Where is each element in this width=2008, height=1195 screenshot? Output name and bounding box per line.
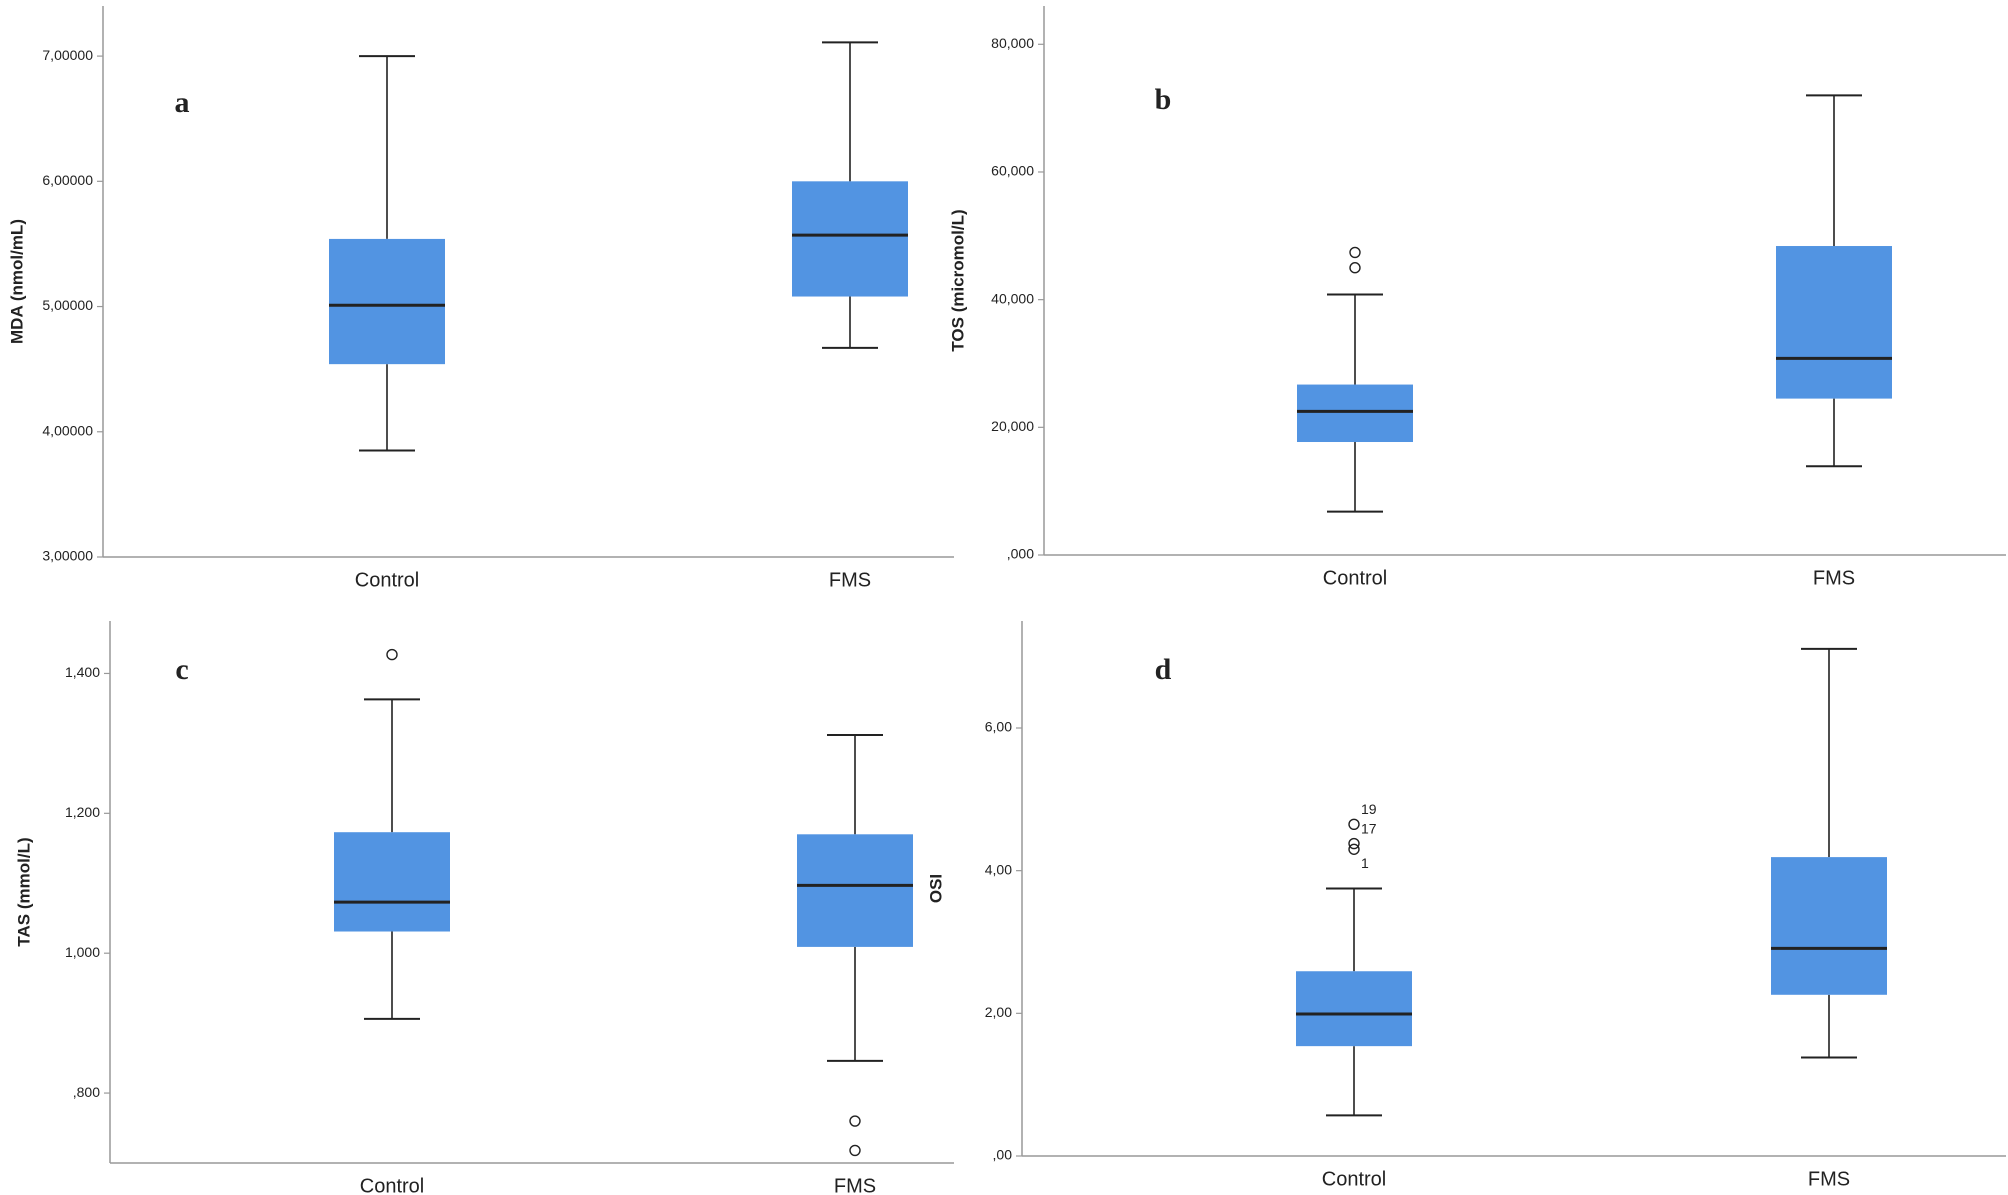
outlier-label: 17 [1361, 820, 1377, 836]
outlier-label: 19 [1361, 801, 1377, 817]
box [329, 238, 445, 365]
y-axis-label: TAS (mmol/L) [14, 837, 33, 946]
box [1296, 971, 1412, 1047]
y-tick-label: 60,000 [991, 163, 1034, 179]
panel-label: a [175, 86, 190, 119]
outlier [1348, 843, 1360, 855]
y-tick-label: ,00 [993, 1147, 1013, 1163]
x-tick-label: FMS [1808, 1168, 1850, 1190]
y-tick-label: 6,00000 [42, 172, 93, 188]
panel-label: c [175, 653, 188, 686]
x-tick-label: Control [355, 569, 419, 591]
y-axis-label: OSI [926, 874, 945, 903]
outlier [1348, 837, 1360, 850]
y-tick-label: 7,00000 [42, 47, 93, 63]
y-axis-label: TOS (micromol/L) [948, 209, 967, 351]
y-tick-label: 40,000 [991, 290, 1034, 306]
panel-label: b [1155, 83, 1172, 116]
y-tick-label: 6,00 [985, 719, 1012, 735]
y-tick-label: 3,00000 [42, 548, 93, 564]
y-tick-label: 5,00000 [42, 297, 93, 313]
box [1297, 384, 1413, 443]
x-tick-label: Control [1323, 567, 1387, 589]
y-tick-label: 1,400 [65, 664, 100, 680]
x-tick-label: FMS [834, 1175, 876, 1195]
box [792, 181, 908, 297]
outlier [849, 1115, 861, 1127]
outlier [1349, 262, 1361, 274]
y-tick-label: 1,200 [65, 804, 100, 820]
outlier [1349, 246, 1361, 259]
box [1776, 246, 1892, 399]
y-tick-label: ,800 [73, 1084, 100, 1100]
y-tick-label: 4,00 [985, 861, 1012, 877]
x-tick-label: Control [1322, 1168, 1386, 1190]
box [334, 832, 450, 932]
y-tick-label: ,000 [1007, 546, 1034, 562]
y-tick-label: 20,000 [991, 418, 1034, 434]
y-axis-label: MDA (nmol/mL) [7, 219, 26, 344]
box [797, 834, 913, 947]
outlier [386, 648, 398, 661]
y-tick-label: 4,00000 [42, 422, 93, 438]
x-tick-label: FMS [829, 569, 871, 591]
y-tick-label: 80,000 [991, 35, 1034, 51]
outlier-label: 1 [1361, 855, 1369, 871]
y-tick-label: 2,00 [985, 1004, 1012, 1020]
outlier [1348, 818, 1360, 830]
panel-label: d [1155, 653, 1172, 686]
x-tick-label: Control [360, 1175, 424, 1195]
outlier [849, 1144, 861, 1157]
box [1771, 857, 1887, 995]
x-tick-label: FMS [1813, 567, 1855, 589]
y-tick-label: 1,000 [65, 944, 100, 960]
